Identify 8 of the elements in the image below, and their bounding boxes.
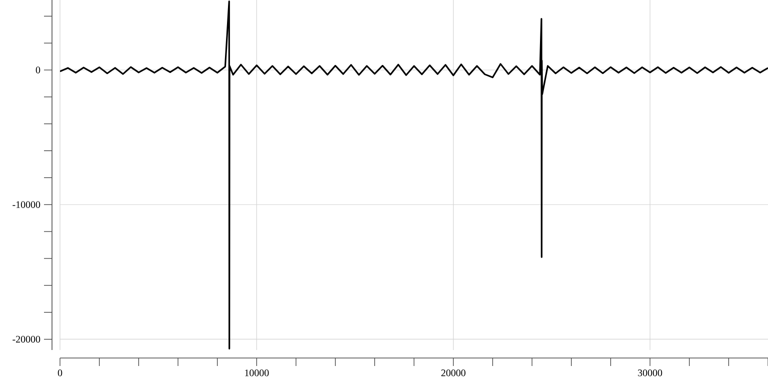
line-series xyxy=(60,0,768,350)
x-tick-label: 30000 xyxy=(638,370,662,376)
x-tick-label: 0 xyxy=(58,370,62,376)
x-tick-label: 10000 xyxy=(245,370,269,376)
y-tick-label: 0 xyxy=(36,66,40,74)
y-tick-label: -10000 xyxy=(12,201,40,208)
x-tick-label: 20000 xyxy=(441,370,466,376)
y-tick-label: -20000 xyxy=(12,336,40,343)
